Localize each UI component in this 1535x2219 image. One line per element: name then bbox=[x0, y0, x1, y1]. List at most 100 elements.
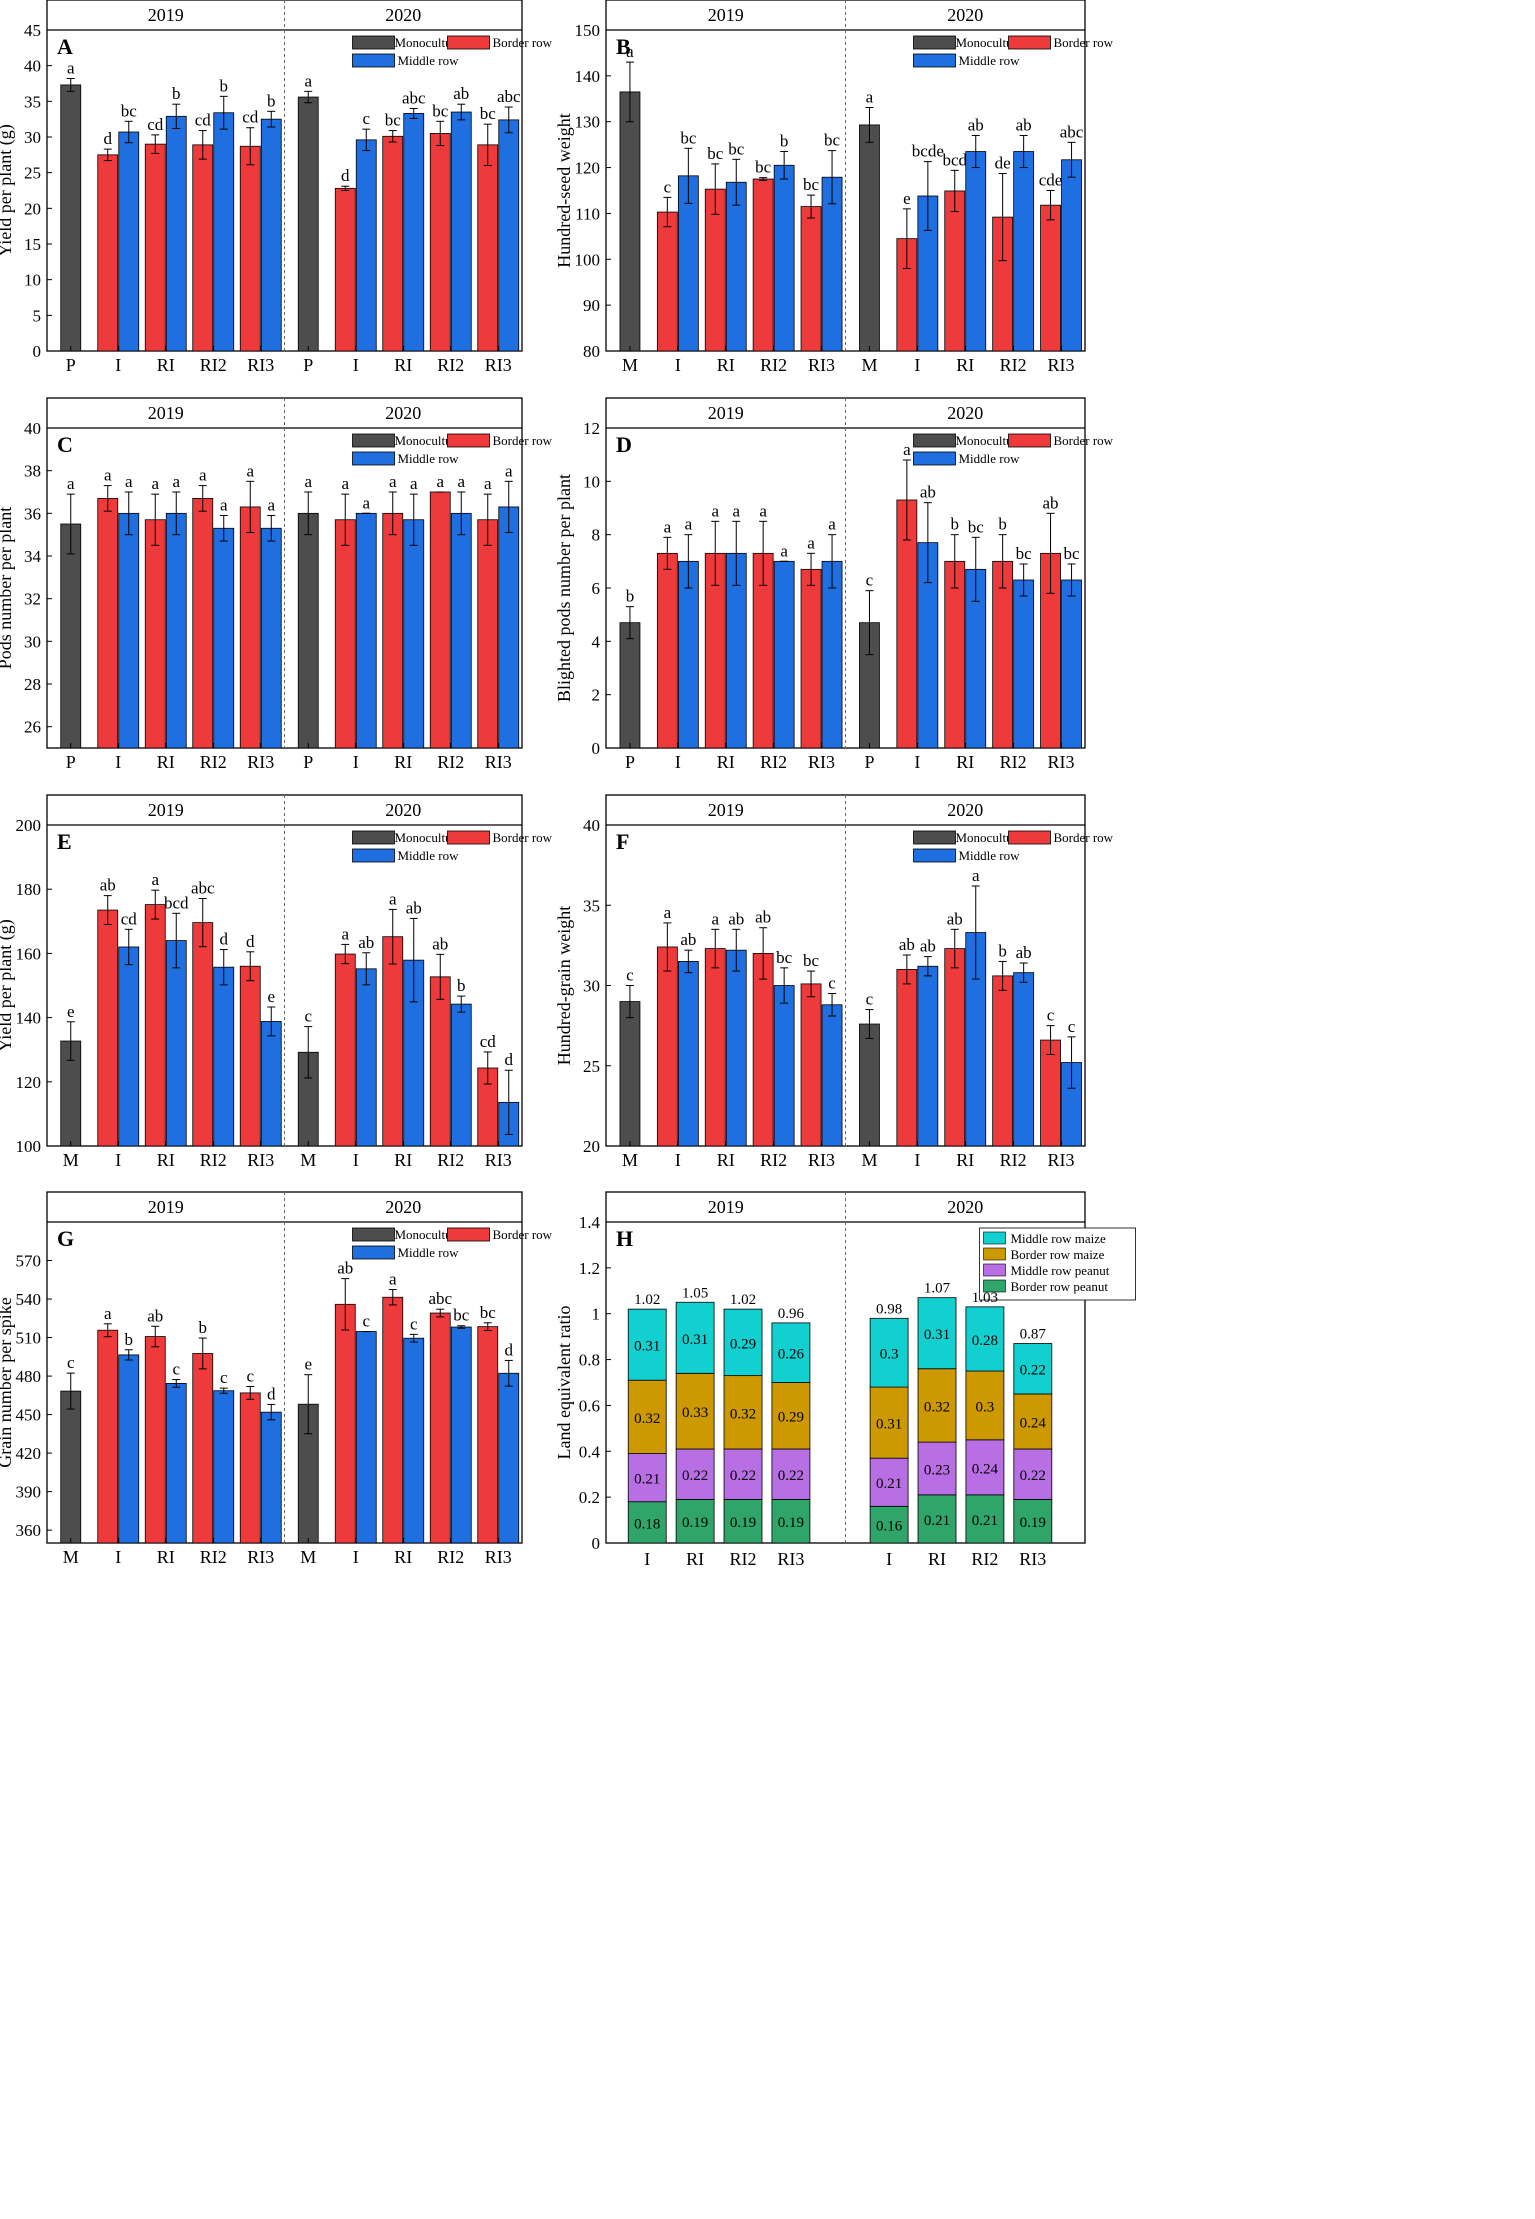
significance-label: a bbox=[341, 924, 349, 943]
border-row-bar bbox=[97, 909, 119, 1147]
border-row-bar bbox=[97, 1329, 119, 1544]
year-label: 2020 bbox=[947, 403, 983, 423]
panel-a: 2019 2020 A 0 5 10 15 20 25 30 35 40 45 Yield per pla… bbox=[0, 0, 553, 375]
y-tick-label: 420 bbox=[16, 1444, 42, 1463]
panel-letter: G bbox=[57, 1226, 74, 1251]
significance-label: a bbox=[866, 87, 874, 106]
x-tick-label: M bbox=[63, 1150, 79, 1170]
significance-label: a bbox=[104, 1304, 112, 1323]
x-tick-label: M bbox=[622, 355, 638, 375]
significance-label: abc bbox=[402, 88, 426, 107]
monoculture-bar bbox=[60, 1390, 82, 1544]
total-value-label: 0.87 bbox=[1020, 1327, 1047, 1343]
significance-label: d bbox=[246, 932, 255, 951]
significance-label: e bbox=[304, 1355, 312, 1374]
border-row-bar bbox=[239, 965, 261, 1147]
legend-swatch bbox=[352, 830, 395, 845]
monoculture-bar bbox=[859, 1023, 880, 1147]
significance-label: b bbox=[780, 132, 789, 151]
x-tick-label: M bbox=[300, 1547, 316, 1567]
middle-row-bar bbox=[821, 560, 843, 749]
legend-swatch bbox=[352, 1245, 395, 1260]
monoculture-bar bbox=[297, 96, 319, 352]
middle-row-bar bbox=[213, 527, 235, 749]
legend-swatch bbox=[352, 451, 395, 466]
border-row-peanut-segment bbox=[627, 1501, 667, 1544]
significance-label: cd bbox=[242, 108, 259, 127]
x-tick-label: RI2 bbox=[200, 1547, 227, 1567]
significance-label: bc bbox=[121, 101, 138, 120]
significance-label: a bbox=[67, 59, 75, 78]
significance-label: a bbox=[304, 472, 312, 491]
significance-label: ab bbox=[920, 483, 936, 502]
segment-value-label: 0.32 bbox=[924, 1399, 950, 1415]
legend-label: Border row bbox=[1054, 433, 1114, 448]
y-axis-label: Pods number per plant bbox=[0, 507, 15, 669]
legend-label: Monoculture bbox=[395, 433, 462, 448]
significance-label: b bbox=[998, 941, 1007, 960]
significance-label: cd bbox=[121, 909, 138, 928]
middle-row-bar bbox=[165, 940, 187, 1147]
year-label: 2019 bbox=[708, 5, 744, 25]
segment-value-label: 0.24 bbox=[1020, 1415, 1047, 1431]
middle-row-maize-segment bbox=[771, 1322, 811, 1383]
x-tick-label: RI3 bbox=[777, 1549, 804, 1569]
middle-row-bar bbox=[213, 1390, 235, 1544]
significance-label: ab bbox=[728, 909, 744, 928]
x-tick-label: RI2 bbox=[437, 1547, 464, 1567]
border-row-bar bbox=[656, 552, 678, 749]
middle-row-bar bbox=[917, 965, 939, 1147]
segment-value-label: 0.18 bbox=[634, 1516, 660, 1532]
x-tick-label: M bbox=[300, 1150, 316, 1170]
middle-row-bar bbox=[355, 512, 377, 749]
segment-value-label: 0.33 bbox=[682, 1405, 708, 1421]
border-row-maize-segment bbox=[869, 1386, 909, 1459]
x-tick-label: RI3 bbox=[808, 1150, 835, 1170]
significance-label: a bbox=[436, 472, 444, 491]
legend-swatch bbox=[913, 35, 956, 50]
border-row-maize-segment bbox=[627, 1379, 667, 1454]
y-axis-label: Blighted pods number per plant bbox=[554, 474, 574, 702]
legend-label: Border row bbox=[493, 35, 553, 50]
middle-row-bar bbox=[165, 512, 187, 749]
middle-row-bar bbox=[213, 112, 235, 352]
significance-label: a bbox=[389, 889, 397, 908]
x-tick-label: M bbox=[622, 1150, 638, 1170]
border-row-bar bbox=[192, 1353, 214, 1544]
legend-label: Border row maize bbox=[1011, 1247, 1105, 1262]
border-row-bar bbox=[334, 519, 356, 749]
middle-row-bar bbox=[403, 1337, 425, 1544]
significance-label: a bbox=[484, 474, 492, 493]
border-row-maize-segment bbox=[1013, 1393, 1053, 1450]
y-tick-label: 570 bbox=[16, 1252, 42, 1271]
significance-label: bc bbox=[776, 948, 793, 967]
segment-value-label: 0.32 bbox=[730, 1406, 756, 1422]
significance-label: a bbox=[780, 541, 788, 560]
significance-label: ab bbox=[337, 1259, 353, 1278]
x-tick-label: RI3 bbox=[485, 752, 512, 772]
significance-label: a bbox=[410, 474, 418, 493]
legend-swatch bbox=[1008, 433, 1051, 448]
middle-row-bar bbox=[498, 506, 520, 749]
middle-row-bar bbox=[1061, 579, 1082, 749]
monoculture-bar bbox=[619, 1001, 641, 1147]
y-tick-label: 120 bbox=[575, 159, 601, 178]
x-tick-label: RI bbox=[157, 752, 175, 772]
legend-swatch bbox=[352, 1227, 395, 1242]
middle-row-peanut-segment bbox=[1013, 1448, 1053, 1500]
y-tick-label: 180 bbox=[16, 880, 42, 899]
significance-label: c bbox=[866, 990, 874, 1009]
year-label: 2020 bbox=[947, 800, 983, 820]
significance-label: ab bbox=[920, 937, 936, 956]
border-row-bar bbox=[144, 143, 166, 352]
border-row-bar bbox=[992, 975, 1014, 1147]
segment-value-label: 0.22 bbox=[1020, 1363, 1046, 1379]
y-tick-label: 32 bbox=[24, 590, 41, 609]
border-row-bar bbox=[477, 519, 499, 749]
y-axis-label: Land equivalent ratio bbox=[554, 1306, 574, 1460]
significance-label: bc bbox=[728, 139, 745, 158]
x-tick-label: P bbox=[303, 355, 313, 375]
monoculture-bar bbox=[297, 512, 319, 749]
legend-label: Middle row peanut bbox=[1011, 1263, 1110, 1278]
significance-label: c bbox=[362, 109, 370, 128]
